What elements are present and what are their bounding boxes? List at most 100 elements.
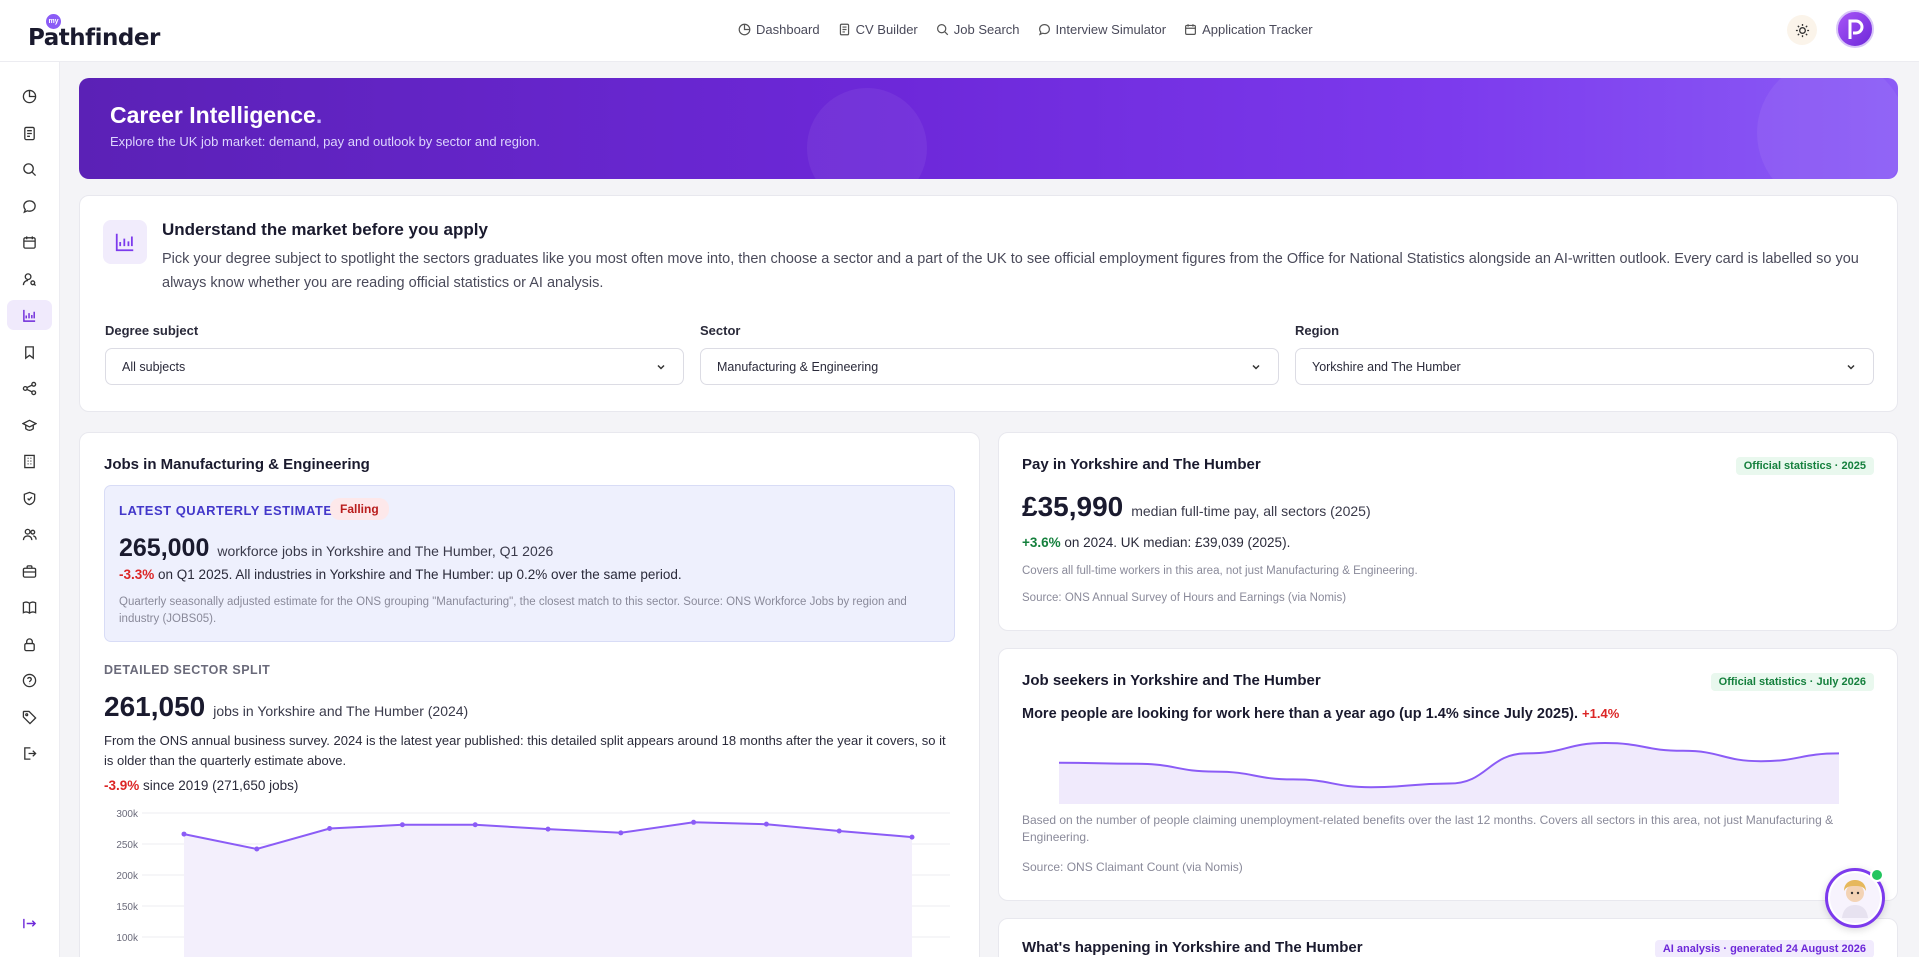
region-label: Region [1295, 323, 1340, 338]
region-value: Yorkshire and The Humber [1312, 359, 1461, 374]
user-search-icon [22, 272, 37, 286]
pay-note: Covers all full-time workers in this are… [1022, 565, 1418, 577]
detail-value-desc: jobs in Yorkshire and The Humber (2024) [213, 703, 469, 719]
latest-note: Quarterly seasonally adjusted estimate f… [119, 596, 907, 625]
pay-change: +3.6% [1022, 535, 1061, 550]
chevron-down-icon [657, 364, 665, 370]
hero-banner: Career Intelligence. Explore the UK job … [79, 78, 1898, 179]
happening-title: What's happening in Yorkshire and The Hu… [1022, 939, 1363, 956]
degree-value: All subjects [122, 359, 186, 374]
document-icon [24, 126, 35, 140]
data-point [836, 828, 842, 834]
latest-value-desc: workforce jobs in Yorkshire and The Humb… [217, 543, 554, 559]
detail-value: 261,050 [104, 691, 206, 722]
sidebar-cv-builder[interactable] [7, 118, 52, 148]
sidebar-job-search[interactable] [7, 154, 52, 184]
graduation-cap-icon [22, 419, 37, 431]
seekers-source: Source: ONS Claimant Count (via Nomis) [1022, 860, 1243, 874]
sidebar-application-tracker[interactable] [7, 227, 52, 257]
pay-card: Pay in Yorkshire and The Humber Official… [998, 432, 1898, 631]
nav-interview-simulator[interactable]: Interview Simulator [1038, 22, 1166, 37]
chart-area-fill [1059, 743, 1839, 804]
nav-application-tracker[interactable]: Application Tracker [1184, 22, 1313, 37]
data-point [399, 822, 405, 828]
sidebar-privacy[interactable] [7, 629, 52, 659]
sidebar-jobs[interactable] [7, 556, 52, 586]
seekers-area-chart [1059, 741, 1839, 804]
calendar-icon [1185, 23, 1197, 35]
seekers-change: +1.4% [1582, 706, 1620, 721]
pay-value-row: £35,990 median full-time pay, all sector… [1022, 491, 1371, 523]
sidebar-saved[interactable] [7, 337, 52, 367]
share-icon [22, 381, 37, 395]
official-badge: Official statistics · 2025 [1735, 457, 1874, 475]
sector-select[interactable]: Manufacturing & Engineering [700, 348, 1279, 385]
pay-value: £35,990 [1022, 491, 1124, 522]
chart-icon [23, 309, 36, 322]
region-select[interactable]: Yorkshire and The Humber [1295, 348, 1874, 385]
dashboard-icon [22, 89, 37, 103]
seekers-title: Job seekers in Yorkshire and The Humber [1022, 672, 1321, 689]
chevron-down-icon [1252, 364, 1260, 370]
logo-text: Pathfinder [28, 25, 160, 51]
data-point [181, 831, 187, 837]
sidebar-network[interactable] [7, 373, 52, 403]
jobs-line-chart: 300k 250k 200k 150k 100k [116, 809, 950, 957]
degree-select[interactable]: All subjects [105, 348, 684, 385]
latest-change-line: -3.3% on Q1 2025. All industries in York… [119, 567, 682, 582]
intro-title: Understand the market before you apply [162, 220, 488, 239]
hero-decoration [1757, 78, 1898, 179]
sidebar-logout[interactable] [7, 738, 52, 768]
chart-icon [115, 233, 134, 252]
nav-label: CV Builder [855, 21, 918, 37]
user-avatar[interactable] [1836, 10, 1874, 48]
y-tick-label: 150k [116, 902, 139, 913]
sidebar-career-intelligence[interactable] [7, 300, 52, 330]
logo[interactable]: my Pathfinder [28, 13, 160, 51]
ai-analysis-badge: AI analysis · generated 24 August 2026 [1654, 940, 1874, 957]
latest-value: 265,000 [119, 534, 210, 562]
building-icon [24, 454, 35, 468]
data-point [763, 821, 769, 827]
help-icon [22, 673, 37, 687]
sidebar-employers[interactable] [7, 446, 52, 476]
theme-toggle-button[interactable] [1787, 15, 1817, 45]
briefcase-icon [22, 564, 37, 578]
sidebar-expand-button[interactable] [7, 908, 52, 938]
chart-area-fill [184, 822, 912, 957]
sidebar-help[interactable] [7, 665, 52, 695]
intro-icon-box [103, 220, 147, 264]
data-point [254, 846, 260, 852]
sidebar-interview-simulator[interactable] [7, 191, 52, 221]
sidebar-dashboard[interactable] [7, 81, 52, 111]
sidebar-security[interactable] [7, 483, 52, 513]
jobs-title: Jobs in Manufacturing & Engineering [104, 456, 370, 473]
series-line [1059, 741, 1839, 789]
latest-estimate-box: LATEST QUARTERLY ESTIMATE Falling 265,00… [104, 485, 955, 642]
data-point [691, 819, 697, 825]
job-seekers-card: Job seekers in Yorkshire and The Humber … [998, 648, 1898, 901]
nav-label: Job Search [953, 21, 1020, 37]
shield-icon [23, 491, 36, 505]
nav-dashboard[interactable]: Dashboard [738, 22, 820, 37]
sidebar-community[interactable] [7, 519, 52, 549]
data-point [618, 830, 624, 836]
main-nav: Dashboard CV Builder Job Search Intervie… [738, 0, 1313, 58]
data-point [545, 826, 551, 832]
assistant-chat-button[interactable] [1825, 868, 1885, 928]
sidebar-guides[interactable] [7, 592, 52, 622]
page-subtitle: Explore the UK job market: demand, pay a… [110, 134, 540, 149]
sidebar-learning[interactable] [7, 410, 52, 440]
sidebar-pricing[interactable] [7, 702, 52, 732]
detail-text: From the ONS annual business survey. 202… [104, 733, 946, 768]
seekers-note: Based on the number of people claiming u… [1022, 813, 1834, 844]
user-logo-icon [1848, 19, 1864, 39]
nav-job-search[interactable]: Job Search [936, 22, 1020, 37]
book-icon [22, 601, 37, 614]
online-status-dot [1870, 868, 1884, 882]
tag-icon [22, 710, 37, 725]
nav-cv-builder[interactable]: CV Builder [838, 22, 918, 37]
sidebar [0, 62, 60, 957]
seekers-headline: More people are looking for work here th… [1022, 706, 1619, 722]
sidebar-profile-search[interactable] [7, 264, 52, 294]
